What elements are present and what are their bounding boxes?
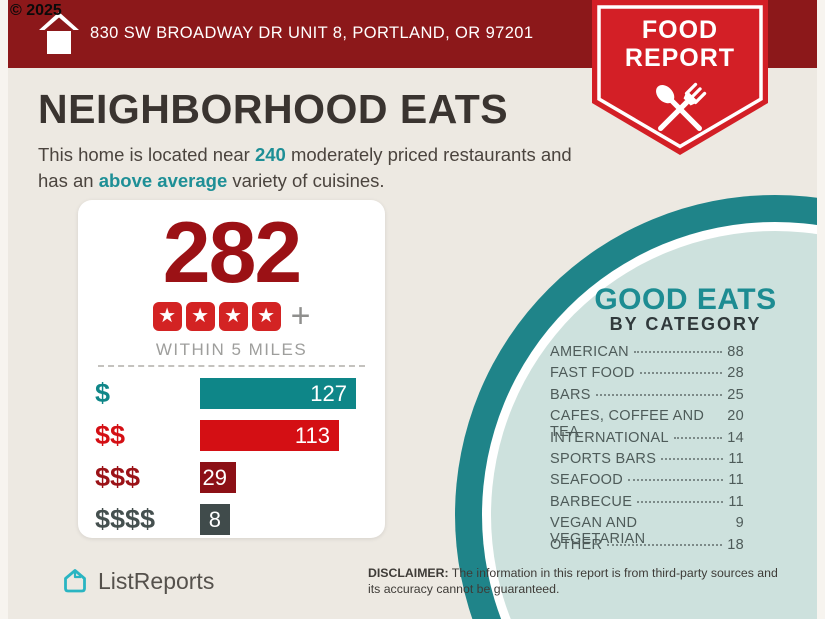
page-title: NEIGHBORHOOD EATS <box>38 86 509 132</box>
category-row: INTERNATIONAL 14 <box>550 430 744 451</box>
star-icon: ★ <box>218 302 248 331</box>
listreports-house-icon <box>64 569 86 593</box>
bar-value: 113 <box>294 422 330 448</box>
category-count: 25 <box>727 386 744 403</box>
category-name: OTHER <box>550 536 603 553</box>
category-count: 9 <box>735 515 744 532</box>
price-tier-label: $$$ <box>95 462 141 492</box>
star-icon: ★ <box>152 302 182 331</box>
category-row: CAFES, COFFEE AND TEA 20 <box>550 408 744 440</box>
intro-segment: This home is located near <box>38 144 255 165</box>
good-eats-title: GOOD EATS <box>594 283 777 316</box>
price-tier-label: $ <box>95 378 111 408</box>
bar-value: 29 <box>202 464 227 490</box>
category-name: VEGAN AND VEGETARIAN <box>550 515 646 548</box>
category-name: AMERICAN <box>550 344 629 360</box>
restaurant-count-highlight: 240 <box>254 144 286 165</box>
star-rating: ★ ★ ★ ★ + <box>78 297 385 335</box>
plus-icon: + <box>290 297 311 335</box>
dotted-leader <box>673 436 723 439</box>
home-icon <box>39 12 79 54</box>
category-name: SEAFOOD <box>550 472 623 489</box>
copyright-watermark: © 2025 <box>10 2 62 19</box>
intro-line-1: This home is located near 240 moderately… <box>38 142 572 168</box>
category-name: CAFES, COFFEE AND TEA <box>550 408 705 441</box>
category-row: VEGAN AND VEGETARIAN 9 <box>550 515 744 547</box>
disclaimer-body: The information in this report is from t… <box>368 566 778 596</box>
category-row: BARBECUE 11 <box>550 494 744 515</box>
report-body: 830 SW BROADWAY DR UNIT 8, PORTLAND, OR … <box>8 0 817 619</box>
bar-value: 127 <box>310 380 347 406</box>
above-average-highlight: above average <box>98 170 228 191</box>
badge-title-line2: REPORT <box>624 44 736 72</box>
category-name: INTERNATIONAL <box>550 429 669 446</box>
disclaimer-text: DISCLAIMER: The information in this repo… <box>368 566 792 598</box>
bar: 8 <box>200 504 230 535</box>
category-row: OTHER 18 <box>550 537 744 558</box>
bar-value: 8 <box>208 506 221 532</box>
summary-card: 282 ★ ★ ★ ★ + WITHIN 5 MILES $127 $$ 113 $$$ 29 $… <box>78 200 385 538</box>
dotted-leader <box>639 372 723 375</box>
property-address: 830 SW BROADWAY DR UNIT 8, PORTLAND, OR … <box>90 24 534 42</box>
intro-segment: has an <box>38 170 99 191</box>
dotted-leader <box>628 479 724 482</box>
bar: 29 <box>200 462 236 493</box>
spoon-and-fork-icon <box>656 82 707 131</box>
listreports-logo: ListReports <box>60 566 214 596</box>
category-count: 18 <box>727 536 744 553</box>
dotted-leader <box>633 351 723 353</box>
category-count: 88 <box>727 344 744 360</box>
category-count: 14 <box>727 429 744 446</box>
radius-caption: WITHIN 5 MILES <box>155 340 308 359</box>
dotted-leader <box>607 543 723 546</box>
category-row: BARS 25 <box>550 387 744 408</box>
bar-row: $127 <box>95 378 371 409</box>
intro-segment: moderately priced restaurants and <box>285 144 572 165</box>
total-restaurants-count: 282 <box>162 205 303 301</box>
good-eats-subtitle: BY CATEGORY <box>609 314 762 334</box>
dotted-leader <box>637 500 724 503</box>
dotted-leader <box>595 393 723 396</box>
bar-row: $$$$ 8 <box>95 504 371 535</box>
bar: 127 <box>200 378 356 409</box>
badge-title-line1: FOOD <box>641 16 719 44</box>
bar: 113 <box>200 420 339 451</box>
intro-segment: variety of cuisines. <box>227 170 385 191</box>
category-count: 11 <box>728 450 744 467</box>
intro-text: This home is located near 240 moderately… <box>38 142 572 194</box>
bar-row: $$ 113 <box>95 420 371 451</box>
category-row: SPORTS BARS 11 <box>550 451 744 472</box>
category-name: SPORTS BARS <box>550 450 657 467</box>
disclaimer-label: DISCLAIMER: <box>368 566 449 580</box>
dotted-leader <box>661 457 724 460</box>
brand-name: ListReports <box>98 567 215 594</box>
category-count: 11 <box>728 472 744 489</box>
category-count: 20 <box>727 408 744 425</box>
food-report-badge: FOOD REPORT <box>592 0 768 158</box>
category-count: 11 <box>728 493 744 510</box>
bar-row: $$$ 29 <box>95 462 371 493</box>
price-level-bar-chart: $127 $$ 113 $$$ 29 $$$$ 8 <box>95 378 371 546</box>
category-name: BARBECUE <box>550 493 633 510</box>
category-row: AMERICAN 88 <box>550 344 744 365</box>
category-row: FAST FOOD 28 <box>550 365 744 386</box>
ribbon-shape <box>592 0 768 155</box>
star-icon: ★ <box>251 302 281 331</box>
price-tier-label: $$$$ <box>95 504 156 534</box>
category-name: FAST FOOD <box>550 365 635 382</box>
category-row: SEAFOOD 11 <box>550 472 744 493</box>
category-count: 28 <box>727 365 744 382</box>
star-icon: ★ <box>185 302 215 331</box>
category-name: BARS <box>550 386 591 403</box>
intro-line-2: has an above average variety of cuisines… <box>38 168 572 194</box>
dashed-divider <box>98 365 365 367</box>
price-tier-label: $$ <box>95 420 126 450</box>
category-list: AMERICAN 88 FAST FOOD 28 BARS 25 CAFES, COFFEE… <box>550 344 744 558</box>
